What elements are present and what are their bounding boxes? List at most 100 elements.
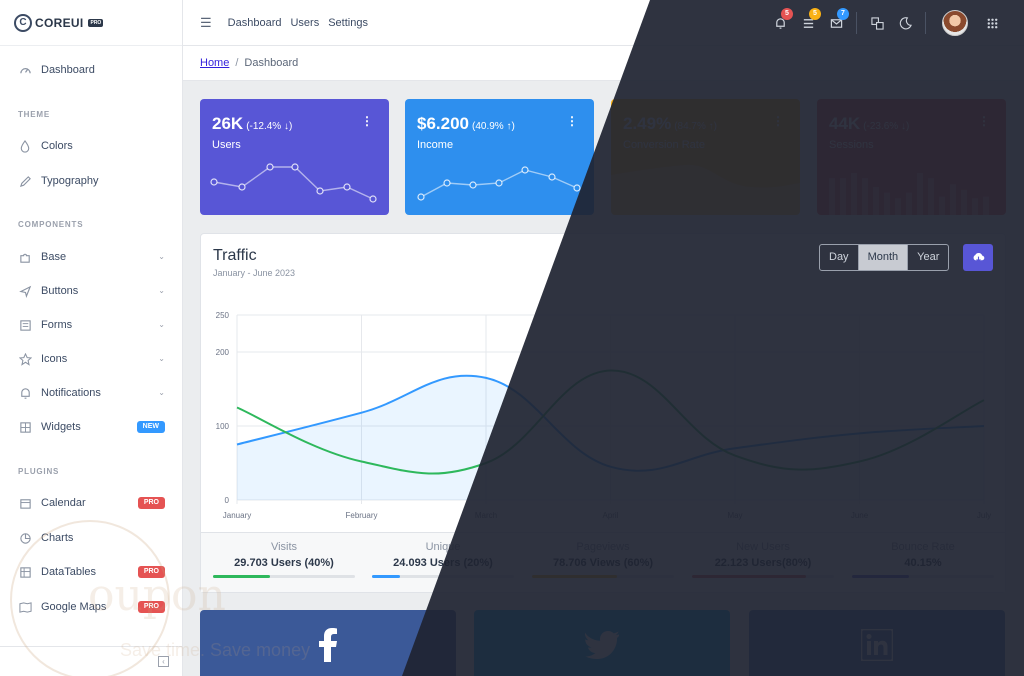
twitter-card[interactable] <box>474 610 730 676</box>
breadcrumb-home[interactable]: Home <box>200 57 230 69</box>
stat-value: 22.123 Users(80%) <box>714 557 812 569</box>
moon-icon[interactable] <box>891 0 919 46</box>
stat-label: Pageviews <box>576 541 630 553</box>
widget-value: $6.200 <box>417 114 469 133</box>
sidebar-item-charts[interactable]: Charts <box>0 524 183 552</box>
range-button-month[interactable]: Month <box>858 245 909 270</box>
sidebar-item-label: Google Maps <box>41 601 107 613</box>
sidebar-item-notifications[interactable]: Notifications ⌄ <box>0 379 183 407</box>
header-divider <box>925 12 926 34</box>
header-link-settings[interactable]: Settings <box>328 16 368 29</box>
more-vertical-icon[interactable]: ⋮ <box>772 114 784 128</box>
linkedin-card[interactable] <box>749 610 1005 676</box>
widget-value: 44K <box>829 114 861 133</box>
sidebar-item-label: Base <box>41 251 67 263</box>
session-bar <box>972 198 978 215</box>
session-bar <box>928 178 934 215</box>
pro-badge: PRO <box>137 566 165 578</box>
session-bar <box>862 178 868 215</box>
map-icon <box>18 600 32 614</box>
traffic-title: Traffic <box>213 247 257 264</box>
header-link-users[interactable]: Users <box>290 16 320 29</box>
sidebar-item-forms[interactable]: Forms ⌄ <box>0 311 183 339</box>
sidebar-item-icons[interactable]: Icons ⌄ <box>0 345 183 373</box>
progress-bar <box>692 575 834 578</box>
stat-pageviews: Pageviews 78.706 Views (60%) <box>532 541 674 578</box>
message-count: 7 <box>837 8 849 20</box>
sidebar-item-calendar[interactable]: Calendar PRO <box>0 489 183 517</box>
sidebar-item-label: Calendar <box>41 497 86 509</box>
sidebar-item-label: Buttons <box>41 285 79 297</box>
sidebar-item-base[interactable]: Base ⌄ <box>0 243 183 271</box>
traffic-chart: 0 100 200 250 January February March April May Ju… <box>216 311 991 520</box>
envelope-icon[interactable]: 7 <box>822 0 850 46</box>
chevron-down-icon: ⌄ <box>158 354 165 363</box>
stat-label: Visits <box>270 541 298 553</box>
sidebar-item-buttons[interactable]: Buttons ⌄ <box>0 277 183 305</box>
apps-grid-icon[interactable] <box>978 0 1006 46</box>
avatar[interactable] <box>942 10 968 36</box>
stat-label: Bounce Rate <box>891 541 955 553</box>
bell-icon <box>18 386 32 400</box>
range-button-day[interactable]: Day <box>820 245 859 270</box>
facebook-icon <box>319 628 337 662</box>
language-icon[interactable] <box>863 0 891 46</box>
brand-tag: PRO <box>88 18 104 27</box>
users-sparkline <box>210 163 377 203</box>
sidebar-item-google-maps[interactable]: Google Maps PRO <box>0 593 183 621</box>
more-vertical-icon[interactable]: ⋮ <box>978 114 990 128</box>
stat-value: 29.703 Users (40%) <box>234 557 334 569</box>
more-vertical-icon[interactable]: ⋮ <box>566 114 578 128</box>
star-icon <box>18 352 32 366</box>
brand-logo[interactable]: C COREUI PRO <box>0 0 182 46</box>
notes-icon <box>18 318 32 332</box>
conversion-sparkline <box>611 164 800 215</box>
coreui-logo-icon: C <box>14 13 32 32</box>
sidebar-item-label: Icons <box>41 353 68 365</box>
notifications-bell-icon[interactable]: 5 <box>766 0 794 46</box>
stat-new-users: New Users 22.123 Users(80%) <box>692 541 834 578</box>
sidebar-item-label: Charts <box>41 532 74 544</box>
hamburger-menu-icon[interactable]: ☰ <box>200 14 212 30</box>
widget-users: 26K (-12.4% ↓) Users ⋮ <box>200 99 389 215</box>
section-title-plugins: PLUGINS <box>18 467 60 476</box>
download-button[interactable] <box>963 244 993 271</box>
header-actions: 5 5 7 <box>766 0 1006 46</box>
range-button-year[interactable]: Year <box>917 251 940 263</box>
task-list-icon[interactable]: 5 <box>794 0 822 46</box>
x-tick-label: February <box>345 511 377 520</box>
widget-income: $6.200 (40.9% ↑) Income ⋮ <box>405 99 594 215</box>
sidebar: C COREUI PRO Dashboard THEME Colors Typo… <box>0 0 183 676</box>
chevron-down-icon: ⌄ <box>158 320 165 329</box>
calendar-icon <box>18 496 32 510</box>
sidebar-item-label: Notifications <box>41 387 101 399</box>
widget-label: Sessions <box>829 139 874 151</box>
stat-label: Unique <box>425 541 461 553</box>
spreadsheet-icon <box>18 565 32 579</box>
income-sparkline <box>417 166 581 201</box>
cloud-download-icon <box>973 253 984 263</box>
header-link-dashboard[interactable]: Dashboard <box>227 16 282 29</box>
sidebar-item-widgets[interactable]: Widgets NEW <box>0 413 183 441</box>
more-vertical-icon[interactable]: ⋮ <box>361 114 373 128</box>
y-tick-label: 100 <box>216 422 230 431</box>
task-count: 5 <box>809 8 821 20</box>
widget-label: Users <box>212 139 241 151</box>
facebook-card[interactable] <box>200 610 456 676</box>
x-tick-label: June <box>851 511 869 520</box>
puzzle-icon <box>18 250 32 264</box>
session-bar <box>895 198 901 215</box>
sidebar-minimizer[interactable]: ‹ <box>0 646 183 676</box>
sidebar-item-dashboard[interactable]: Dashboard <box>0 56 183 84</box>
pencil-icon <box>18 174 32 188</box>
breadcrumb-separator: / <box>235 57 239 69</box>
sidebar-item-colors[interactable]: Colors <box>0 132 183 160</box>
chevron-down-icon: ⌄ <box>158 286 165 295</box>
stat-value: 24.093 Users (20%) <box>393 557 493 569</box>
notification-count: 5 <box>781 8 793 20</box>
traffic-controls: Day Month Year <box>200 233 1006 293</box>
sidebar-item-typography[interactable]: Typography <box>0 167 183 195</box>
collapse-icon: ‹ <box>158 656 169 667</box>
sidebar-item-datatables[interactable]: DataTables PRO <box>0 558 183 586</box>
session-bar <box>917 173 923 215</box>
